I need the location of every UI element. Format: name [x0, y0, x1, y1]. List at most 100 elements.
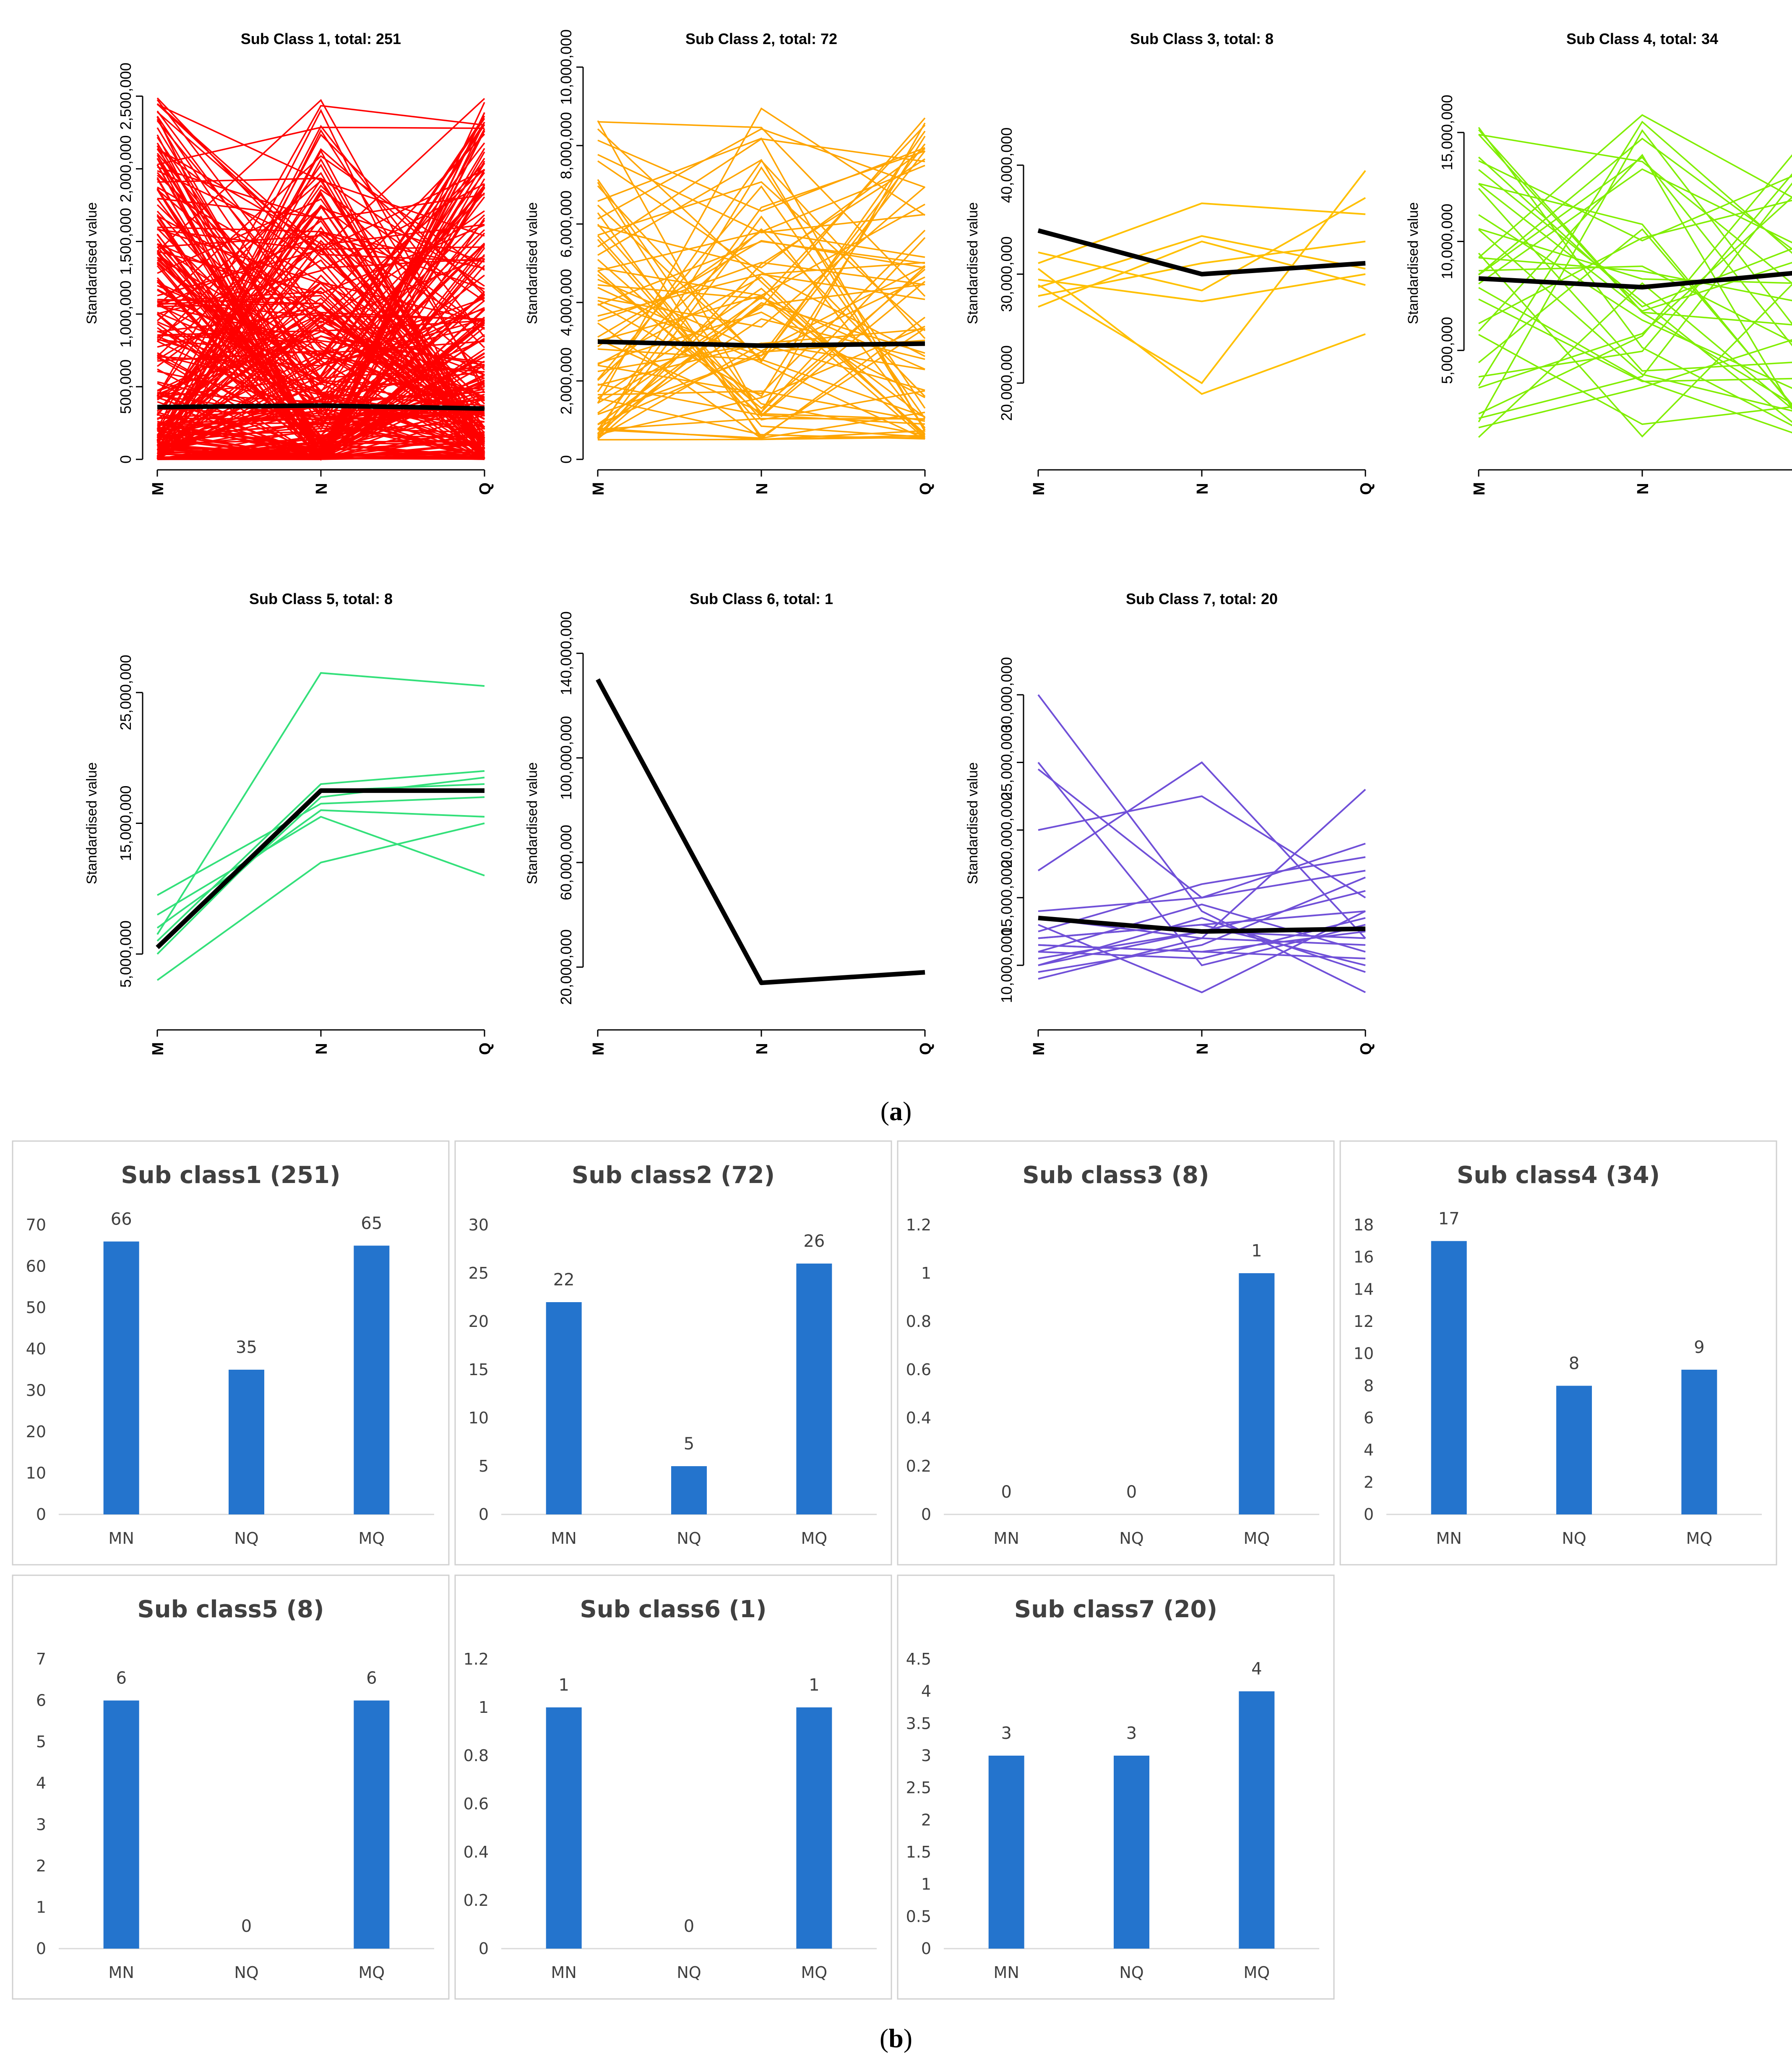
series-line — [156, 189, 485, 456]
bar — [796, 1707, 832, 1949]
bar — [1431, 1241, 1467, 1514]
series-line — [597, 150, 925, 430]
series-line — [157, 104, 485, 237]
x-tick-label: M — [149, 482, 167, 495]
bar — [1556, 1386, 1592, 1514]
series-line — [156, 191, 485, 460]
series-line — [157, 324, 485, 443]
series-line — [1478, 154, 1792, 410]
data-label: 0 — [1001, 1483, 1011, 1502]
x-tick-label: Q — [1357, 482, 1375, 495]
series-line — [156, 155, 485, 307]
series-line — [1478, 120, 1792, 386]
series-line — [156, 822, 485, 981]
series-line — [157, 248, 485, 417]
y-tick-label: 140,000,000 — [557, 611, 575, 695]
series-line — [1478, 182, 1792, 407]
series-line — [597, 159, 926, 393]
y-tick-label: 25 — [469, 1264, 489, 1282]
x-tick-label: Q — [477, 482, 494, 495]
chart-title: Sub class1 (251) — [121, 1162, 340, 1189]
y-tick-label: 30,000,000 — [998, 657, 1015, 732]
y-tick-label: 40,000,000 — [998, 128, 1015, 203]
y-tick-label: 16 — [1354, 1248, 1374, 1266]
y-tick-label: 25,000,000 — [117, 655, 134, 730]
series-line — [597, 120, 926, 417]
y-tick-label: 0.2 — [464, 1891, 489, 1910]
series-line — [1478, 114, 1792, 258]
series-line — [156, 133, 485, 432]
series-line — [597, 302, 925, 434]
series-line — [157, 421, 485, 437]
y-tick-label: 30,000,000 — [998, 236, 1015, 312]
x-tick-label: M — [590, 482, 607, 495]
y-tick-label: 7 — [36, 1650, 46, 1668]
bar-chart-4: Sub class4 (34) 0 2 4 6 8 10 12 14 16 18 17 MN 8 NQ 9 MQ — [1339, 1140, 1777, 1566]
x-tick-label: NQ — [677, 1963, 701, 1982]
y-tick-label: 10,000,000 — [1438, 203, 1456, 279]
line-chart-6: Sub Class 6, total: 1 Standardised value 2… — [524, 590, 935, 1055]
x-tick-label: MQ — [358, 1963, 385, 1982]
y-tick-label: 25,000,000 — [998, 724, 1015, 800]
series-lines — [1478, 114, 1792, 438]
y-tick-label: 0 — [36, 1939, 46, 1958]
x-tick-label: M — [590, 1042, 607, 1055]
chart-title: Sub class2 (72) — [572, 1162, 775, 1189]
series-line — [597, 261, 925, 322]
y-axis-label: Standardised value — [965, 762, 981, 884]
series-line — [157, 796, 485, 896]
x-tick-label: Q — [917, 482, 935, 495]
y-tick-label: 10 — [469, 1409, 489, 1427]
data-label: 35 — [236, 1338, 257, 1357]
series-line — [156, 300, 485, 450]
y-tick-label: 40 — [26, 1340, 46, 1358]
y-tick-label: 0 — [479, 1505, 489, 1524]
centroid-line — [597, 339, 925, 348]
y-tick-label: 10 — [26, 1464, 46, 1482]
y-tick-label: 0.8 — [464, 1746, 489, 1765]
x-tick-label: N — [1634, 483, 1652, 494]
y-tick-label: 8,000,000 — [557, 112, 575, 179]
y-tick-label: 0 — [921, 1939, 931, 1958]
bar — [103, 1241, 139, 1514]
y-tick-label: 4 — [36, 1774, 46, 1793]
y-tick-label: 20 — [26, 1423, 46, 1441]
series-line — [1478, 214, 1792, 389]
x-tick-label: NQ — [234, 1529, 258, 1548]
series-line — [156, 315, 485, 460]
y-tick-label: 0 — [36, 1505, 46, 1524]
y-tick-label: 14 — [1354, 1280, 1374, 1298]
series-line — [1478, 199, 1792, 324]
x-tick-label: NQ — [1119, 1963, 1143, 1982]
series-line — [1038, 910, 1366, 939]
bar-chart-7: Sub class7 (20) 0 0.5 1 1.5 2 2.5 3 3.5 4 4.5 3 MN 3 N… — [897, 1574, 1335, 2000]
y-tick-label: 60,000,000 — [557, 825, 575, 900]
y-tick-label: 15,000,000 — [998, 860, 1015, 935]
series-line — [597, 182, 925, 440]
data-label: 0 — [1126, 1483, 1137, 1502]
series-line — [1478, 156, 1792, 347]
series-line — [156, 228, 485, 392]
series-line — [1478, 156, 1792, 307]
series-line — [597, 390, 925, 422]
x-tick-label: M — [1030, 1042, 1048, 1055]
data-label: 66 — [111, 1209, 132, 1229]
data-label: 0 — [684, 1917, 694, 1936]
series-line — [157, 219, 485, 430]
data-label: 26 — [803, 1232, 825, 1251]
y-tick-label: 5 — [479, 1457, 489, 1475]
series-line — [1037, 170, 1366, 384]
x-tick-label: NQ — [1119, 1529, 1143, 1548]
series-line — [597, 230, 925, 347]
line-chart-2: Sub Class 2, total: 72 Standardised value… — [524, 29, 935, 495]
centroid-line — [157, 403, 485, 411]
data-label: 17 — [1438, 1209, 1460, 1228]
y-tick-label: 18 — [1354, 1216, 1374, 1234]
series-line — [597, 235, 925, 421]
series-line — [156, 148, 485, 269]
x-tick-label: Q — [477, 1042, 494, 1055]
data-label: 0 — [241, 1917, 252, 1936]
chart-title: Sub class5 (8) — [137, 1596, 324, 1623]
y-tick-label: 5 — [36, 1733, 46, 1751]
y-tick-label: 2.5 — [906, 1779, 931, 1797]
